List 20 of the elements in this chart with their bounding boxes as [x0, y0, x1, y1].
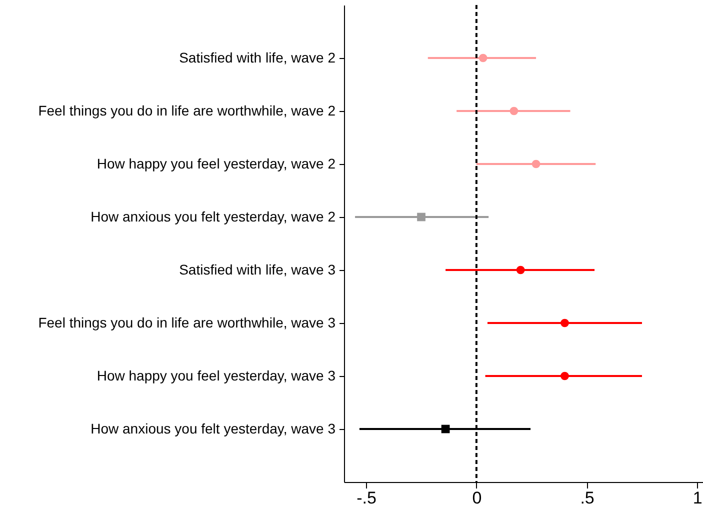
- x-tick-label: -.5: [356, 488, 376, 508]
- x-tick-label: .5: [580, 488, 594, 508]
- x-tick-label: 0: [472, 488, 482, 508]
- point: [532, 160, 540, 168]
- y-tick-label: Satisfied with life, wave 2: [179, 50, 336, 66]
- point: [510, 106, 518, 116]
- point: [560, 318, 569, 328]
- point: [516, 266, 525, 274]
- point: [441, 424, 450, 434]
- y-tick-label: How anxious you felt yesterday, wave 3: [90, 420, 336, 436]
- y-tick-label: How anxious you felt yesterday, wave 2: [90, 208, 336, 224]
- y-tick-label: Satisfied with life, wave 3: [179, 262, 336, 278]
- point: [417, 212, 426, 222]
- y-tick-label: How happy you feel yesterday, wave 2: [96, 156, 336, 172]
- y-tick-label: Feel things you do in life are worthwhile, wave 3: [38, 314, 336, 330]
- point: [478, 54, 488, 62]
- y-tick-label: Feel things you do in life are worthwhile, wave 2: [38, 102, 336, 118]
- y-tick-label: How happy you feel yesterday, wave 3: [96, 368, 336, 384]
- x-tick-label: 1: [692, 488, 702, 508]
- point: [560, 372, 569, 380]
